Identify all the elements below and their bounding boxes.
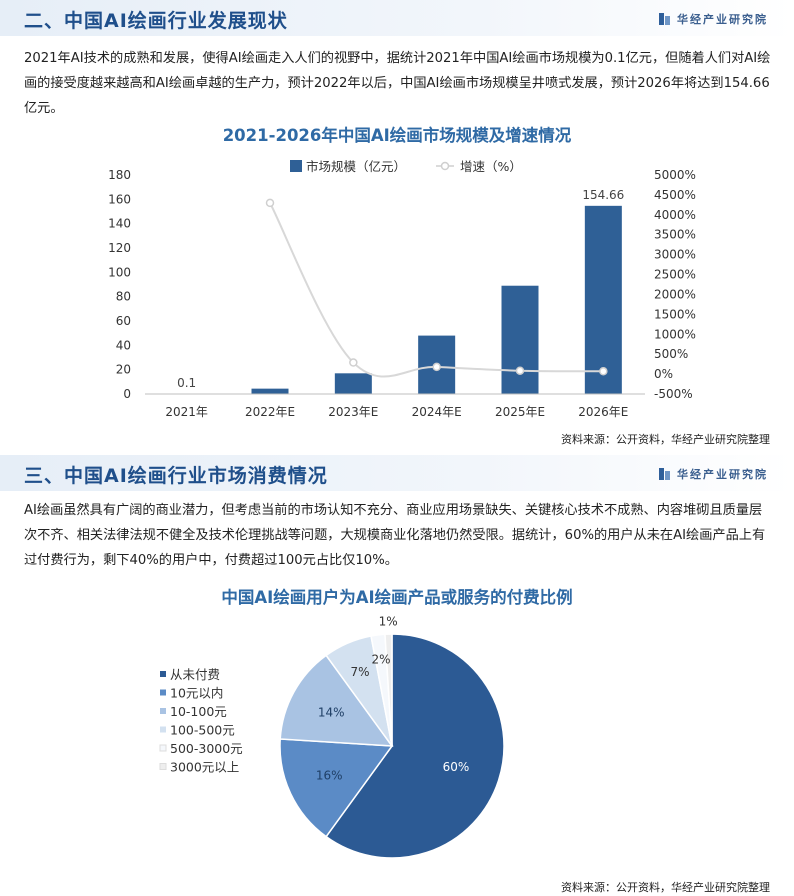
bar (251, 388, 289, 394)
y-right-tick-label: 1500% (654, 307, 696, 321)
section-paragraph: 2021年AI技术的成熟和发展，使得AI绘画走入人们的视野中，据统计2021年中… (24, 51, 771, 116)
y-right-tick-label: 3500% (654, 228, 696, 242)
bar (501, 285, 539, 394)
x-tick-label: 2023年E (328, 405, 378, 419)
y-left-tick-label: 120 (108, 241, 131, 255)
brand-logo-icon (659, 468, 671, 480)
pie-slice (325, 633, 505, 859)
x-tick-label: 2021年 (165, 405, 208, 419)
y-left-tick-label: 160 (108, 192, 131, 206)
x-tick-label: 2022年E (245, 405, 295, 419)
section-paragraph: AI绘画虽然具有广阔的商业潜力，但考虑当前的市场认知不充分、商业应用场景缺失、关… (24, 503, 766, 568)
pie-data-label: 16% (316, 769, 343, 783)
legend-label: 10-100元 (170, 704, 227, 719)
y-right-tick-label: 1000% (654, 327, 696, 341)
pie-data-label: 2% (372, 652, 391, 666)
growth-point (515, 366, 525, 375)
brand: 华经产业研究院 (659, 11, 768, 27)
legend-label: 10元以内 (170, 686, 223, 701)
y-left-tick-label: 140 (108, 217, 131, 231)
bar-data-label: 154.66 (582, 188, 624, 202)
brand-name: 华经产业研究院 (677, 468, 768, 481)
growth-point (599, 367, 608, 376)
pie-data-label: 60% (443, 760, 470, 774)
legend-label: 3000元以上 (170, 760, 239, 775)
legend-swatch (160, 671, 166, 677)
section-header-bar: 三、中国AI绘画行业市场消费情况 华经产业研究院 (0, 455, 794, 491)
chart-title: 中国AI绘画用户为AI绘画产品或服务的付费比例 (221, 588, 573, 607)
y-right-tick-label: 4500% (654, 188, 696, 202)
x-tick-label: 2026年E (578, 405, 628, 419)
bar (334, 373, 372, 394)
y-left-tick-label: 0 (123, 387, 131, 401)
x-tick-label: 2025年E (495, 405, 545, 419)
legend-swatch-marker (440, 161, 450, 171)
y-left-tick-label: 60 (116, 314, 131, 328)
growth-point (432, 362, 441, 372)
legend-label: 从未付费 (170, 667, 220, 682)
legend-swatch-bar (290, 160, 302, 172)
brand: 华经产业研究院 (659, 466, 768, 482)
legend-swatch (160, 689, 166, 696)
y-right-tick-label: 500% (654, 347, 688, 361)
legend-swatch (160, 726, 166, 733)
y-left-tick-label: 40 (116, 338, 131, 352)
y-left-tick-label: 20 (116, 363, 131, 377)
bar (584, 205, 622, 394)
y-right-tick-label: 5000% (654, 168, 696, 182)
pie-data-label: 14% (318, 706, 345, 720)
pie-slice (279, 654, 394, 747)
growth-point (349, 358, 358, 367)
legend-swatch (160, 708, 166, 714)
bar-data-label: 0.1 (177, 376, 196, 390)
y-left-tick-label: 80 (116, 290, 131, 304)
brand-logo-icon (659, 13, 671, 25)
growth-point (265, 198, 275, 208)
source-note: 资料来源：公开资料，华经产业研究院整理 (561, 433, 770, 446)
legend-swatch (159, 744, 167, 752)
pie-data-label: 7% (350, 665, 369, 679)
y-right-tick-label: -500% (654, 387, 693, 401)
legend-label: 市场规模（亿元） (306, 159, 406, 174)
pie-slice (384, 633, 393, 747)
y-right-tick-label: 4000% (654, 208, 696, 222)
payment-share-chart: 60% 16% 14% 7%2% 1% 从未付费 10元以内 10-100元 100-500元… (159, 615, 505, 859)
y-right-tick-label: 3000% (654, 248, 696, 262)
y-right-tick-label: 2500% (654, 268, 696, 282)
chart-title: 2021-2026年中国AI绘画市场规模及增速情况 (222, 126, 572, 145)
legend-swatch (159, 763, 167, 770)
pie-slice (279, 738, 394, 838)
y-left-tick-label: 100 (108, 265, 131, 279)
y-right-tick-label: 0% (654, 367, 673, 381)
legend-label: 500-3000元 (170, 741, 243, 756)
market-size-chart: 市场规模（亿元） 增速（%） 0.1 154.66 0 20 40 60 80 100 120 1… (108, 159, 696, 419)
section-title: 三、中国AI绘画行业市场消费情况 (24, 465, 328, 487)
pie-data-label: 1% (379, 615, 398, 629)
y-right-tick-label: 2000% (654, 287, 696, 301)
section-header-bar: 二、中国AI绘画行业发展现状 华经产业研究院 (0, 0, 794, 36)
brand-name: 华经产业研究院 (677, 13, 768, 26)
x-tick-label: 2024年E (412, 405, 462, 419)
legend-label: 增速（%） (460, 159, 522, 174)
source-note: 资料来源：公开资料，华经产业研究院整理 (561, 881, 770, 894)
growth-line (269, 202, 604, 378)
legend-label: 100-500元 (170, 723, 235, 738)
y-left-tick-label: 180 (108, 168, 131, 182)
section-title: 二、中国AI绘画行业发展现状 (24, 10, 288, 32)
